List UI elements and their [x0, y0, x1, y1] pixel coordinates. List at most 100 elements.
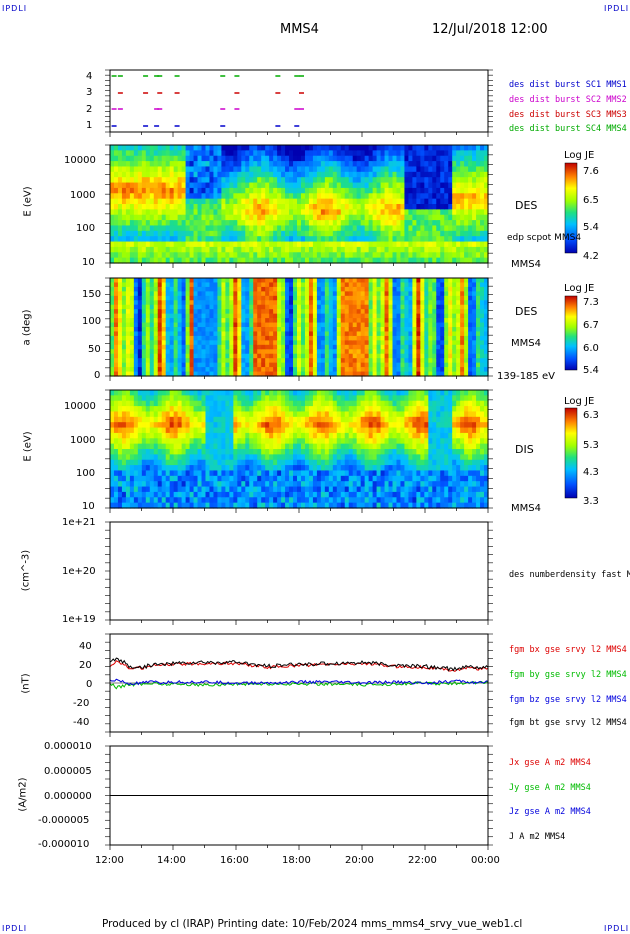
- dis-e-spectrogram-cell: [129, 395, 135, 402]
- des-e-spectrogram-cell: [316, 257, 322, 264]
- des-e-spectrogram-cell: [384, 204, 390, 210]
- des-pa-spectrogram-cell: [173, 344, 179, 350]
- des-pa-spectrogram-cell: [173, 322, 179, 328]
- dis-e-spectrogram-cell: [141, 475, 147, 482]
- des-pa-spectrogram-cell: [237, 286, 242, 292]
- des-e-spectrogram-cell: [181, 155, 187, 162]
- des-e-spectrogram-cell: [221, 257, 226, 264]
- des-pa-spectrogram-cell: [352, 309, 358, 315]
- des-pa-spectrogram-cell: [348, 327, 354, 333]
- des-pa-spectrogram-cell: [113, 278, 119, 284]
- dis-e-spectrogram-cell: [221, 475, 226, 482]
- des-pa-spectrogram-cell: [113, 295, 119, 301]
- des-e-spectrogram-cell: [320, 155, 326, 162]
- des-pa-spectrogram-cell: [209, 371, 215, 377]
- des-pa-spectrogram-cell: [340, 286, 346, 292]
- des-e-spectrogram-cell: [460, 241, 465, 248]
- des-e-spectrogram-cell: [356, 257, 362, 264]
- des-pa-spectrogram-cell: [400, 340, 406, 346]
- des-pa-spectrogram-cell: [352, 322, 358, 328]
- des-e-spectrogram-cell: [193, 241, 199, 248]
- des-pa-spectrogram-cell: [233, 327, 238, 333]
- des-pa-spectrogram-cell: [249, 344, 254, 350]
- des-e-spectrogram-cell: [233, 225, 238, 232]
- des-e-spectrogram-cell: [110, 225, 115, 232]
- des-e-spectrogram-cell: [249, 171, 254, 178]
- dis-e-spectrogram-cell: [237, 438, 242, 445]
- dis-e-spectrogram-cell: [125, 422, 131, 429]
- des-pa-spectrogram-cell: [440, 331, 445, 337]
- des-e-spectrogram-cell: [201, 150, 207, 157]
- dis-e-spectrogram-cell: [209, 497, 215, 504]
- des-e-spectrogram-cell: [245, 204, 250, 210]
- des-pa-spectrogram-cell: [444, 295, 449, 301]
- des-pa-spectrogram-cell: [484, 331, 489, 337]
- des-e-spectrogram-cell: [344, 150, 350, 157]
- des-e-spectrogram-cell: [249, 182, 254, 189]
- des-pa-spectrogram-cell: [476, 327, 481, 333]
- des-pa-spectrogram-cell: [472, 340, 477, 346]
- des-e-spectrogram-cell: [153, 209, 159, 216]
- des-e-spectrogram-cell: [380, 182, 386, 189]
- des-pa-spectrogram-cell: [388, 335, 394, 341]
- dis-e-spectrogram-cell: [165, 470, 171, 477]
- des-e-spectrogram-cell: [261, 225, 266, 232]
- dis-e-spectrogram-cell: [201, 502, 207, 509]
- des-e-spectrogram-cell: [376, 246, 382, 253]
- des-e-spectrogram-cell: [133, 193, 139, 200]
- des-e-spectrogram-cell: [352, 241, 358, 248]
- dis-e-spectrogram-cell: [201, 411, 207, 418]
- dis-e-spectrogram-cell: [201, 481, 207, 488]
- des-pa-spectrogram-cell: [165, 304, 171, 310]
- des-e-spectrogram-cell: [388, 257, 394, 264]
- des-pa-spectrogram-cell: [424, 295, 429, 301]
- des-pa-spectrogram-cell: [300, 331, 306, 337]
- des-e-spectrogram-cell: [293, 209, 298, 216]
- des-e-spectrogram-cell: [472, 193, 477, 200]
- des-pa-spectrogram-cell: [416, 367, 421, 373]
- des-e-spectrogram-cell: [233, 209, 238, 216]
- des-pa-spectrogram-cell: [416, 362, 421, 368]
- des-pa-spectrogram-cell: [201, 295, 207, 301]
- des-e-spectrogram-cell: [480, 161, 485, 168]
- des-pa-spectrogram-cell: [352, 295, 358, 301]
- des-e-spectrogram-cell: [253, 193, 258, 200]
- des-e-spectrogram-cell: [185, 161, 191, 168]
- des-pa-spectrogram-cell: [289, 335, 294, 341]
- dis-e-spectrogram-cell: [169, 438, 175, 445]
- des-e-spectrogram-cell: [340, 220, 346, 227]
- des-pa-spectrogram-cell: [388, 327, 394, 333]
- des-pa-spectrogram-cell: [312, 295, 318, 301]
- dis-e-spectrogram-cell: [110, 465, 115, 472]
- des-pa-spectrogram-cell: [261, 313, 266, 319]
- dis-e-spectrogram-cell: [221, 465, 226, 472]
- des-e-spectrogram-cell: [205, 198, 211, 205]
- des-pa-spectrogram-cell: [464, 367, 469, 373]
- des-e-spectrogram-cell: [245, 198, 250, 205]
- des-e-spectrogram-cell: [336, 171, 342, 178]
- des-e-spectrogram-cell: [209, 214, 215, 221]
- des-pa-spectrogram-cell: [297, 291, 302, 297]
- des-e-spectrogram-cell: [145, 246, 151, 253]
- des-e-spectrogram-cell: [181, 177, 187, 184]
- dis-e-spectrogram-cell: [217, 395, 223, 402]
- des-pa-spectrogram-cell: [444, 278, 449, 284]
- des-e-spectrogram-cell: [169, 161, 175, 168]
- des-e-spectrogram-cell: [217, 150, 223, 157]
- des-e-spectrogram-cell: [412, 177, 417, 184]
- des-pa-spectrogram-cell: [185, 322, 191, 328]
- des-pa-spectrogram-cell: [408, 313, 413, 319]
- dis-e-spectrogram-cell: [153, 438, 159, 445]
- dis-e-spectrogram-cell: [213, 486, 219, 493]
- des-e-spectrogram-cell: [133, 257, 139, 264]
- des-e-spectrogram-cell: [332, 171, 338, 178]
- des-pa-spectrogram-cell: [372, 371, 378, 377]
- des-pa-spectrogram-cell: [412, 344, 417, 350]
- des-pa-spectrogram-cell: [189, 358, 195, 364]
- dis-e-spectrogram-cell: [213, 491, 219, 498]
- dis-e-spectrogram-cell: [113, 443, 119, 450]
- des-e-spectrogram-cell: [300, 182, 306, 189]
- des-e-spectrogram-cell: [460, 155, 465, 162]
- des-e-spectrogram-cell: [205, 230, 211, 237]
- des-pa-spectrogram-cell: [133, 295, 139, 301]
